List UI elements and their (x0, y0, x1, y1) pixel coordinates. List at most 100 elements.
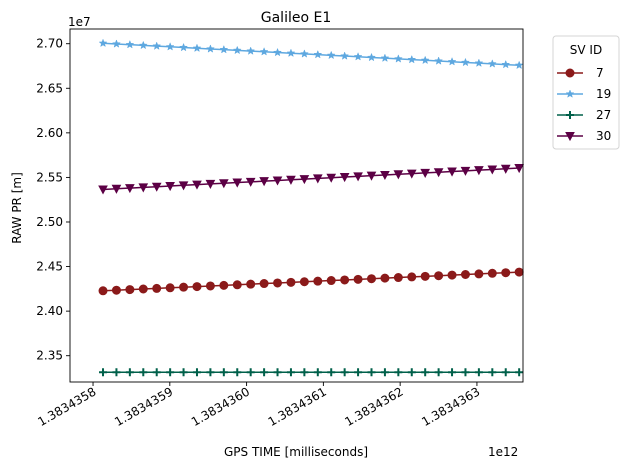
legend-marker (565, 68, 575, 78)
series-7 (98, 267, 524, 296)
series-19 (98, 38, 524, 70)
y-tick-label: 2.35 (36, 349, 63, 363)
legend-label: 7 (596, 66, 604, 80)
data-point (514, 164, 524, 174)
data-point (111, 285, 121, 295)
data-point (165, 283, 175, 293)
data-point (219, 44, 229, 54)
data-point (406, 169, 417, 179)
y-tick-label: 2.55 (36, 170, 63, 184)
data-point (286, 368, 295, 377)
data-point (474, 58, 484, 67)
data-point (461, 368, 470, 377)
data-point (232, 280, 242, 290)
data-point (515, 368, 524, 377)
data-point (367, 368, 376, 377)
data-point (151, 182, 162, 192)
data-point (205, 179, 216, 189)
data-point (273, 368, 282, 377)
data-point (474, 368, 483, 377)
data-point (327, 368, 336, 377)
legend-title: SV ID (570, 43, 602, 57)
data-point (112, 368, 121, 377)
data-point (272, 176, 283, 186)
data-point (219, 280, 229, 290)
data-point (125, 184, 135, 194)
plot-area (98, 38, 524, 377)
data-point (299, 49, 309, 58)
data-point (152, 368, 161, 377)
data-point (111, 184, 122, 194)
data-point (407, 54, 417, 64)
data-point (380, 273, 390, 283)
data-point (178, 181, 189, 191)
data-point (179, 42, 189, 52)
data-point (260, 368, 269, 377)
data-point (434, 368, 443, 377)
legend-entry: 30 (557, 129, 611, 143)
data-point (99, 368, 108, 377)
legend-marker (565, 89, 575, 98)
data-point (380, 368, 389, 377)
legend-marker (565, 132, 575, 142)
data-point (138, 183, 149, 193)
data-point (286, 277, 296, 287)
data-point (500, 164, 511, 174)
data-point (340, 275, 350, 285)
series-27 (99, 368, 524, 377)
data-point (326, 173, 337, 183)
data-point (205, 281, 215, 291)
data-point (339, 173, 350, 183)
data-point (460, 270, 470, 280)
data-point (460, 166, 471, 176)
data-point (246, 46, 256, 55)
data-point (514, 60, 524, 70)
legend: SV ID 7 19 27 30 (552, 35, 620, 150)
data-point (152, 283, 162, 293)
data-point (98, 286, 108, 296)
data-point (166, 368, 175, 377)
data-point (366, 171, 377, 181)
data-point (192, 180, 202, 190)
legend-entry: 27 (557, 108, 611, 122)
data-point (259, 279, 269, 289)
data-point (434, 56, 444, 65)
data-point (407, 368, 416, 377)
data-point (259, 47, 269, 56)
data-point (353, 172, 363, 182)
data-point (340, 51, 350, 60)
data-point (313, 49, 323, 59)
y-tick-label: 2.60 (36, 126, 63, 140)
data-point (312, 174, 323, 184)
data-point (340, 368, 349, 377)
plot-frame (69, 28, 524, 383)
data-point (259, 177, 269, 187)
data-point (326, 50, 336, 60)
series-30 (98, 164, 524, 195)
data-point (393, 273, 403, 283)
data-point (206, 368, 215, 377)
data-point (366, 274, 376, 284)
data-point (487, 165, 498, 175)
data-point (407, 272, 417, 282)
data-point (139, 368, 148, 377)
data-point (420, 168, 431, 178)
data-point (286, 48, 296, 58)
legend-label: 19 (596, 87, 611, 101)
data-point (299, 277, 309, 287)
data-point (233, 368, 242, 377)
data-point (246, 279, 256, 289)
data-point (393, 170, 404, 180)
data-point (125, 39, 135, 49)
data-point (192, 282, 202, 292)
y-axis: 2.35 2.40 2.45 2.50 2.55 2.60 2.65 2.70 (36, 37, 70, 363)
data-point (421, 368, 430, 377)
data-point (192, 368, 201, 377)
y-tick-label: 2.70 (36, 37, 63, 51)
data-point (380, 53, 390, 62)
data-point (380, 170, 390, 181)
data-point (165, 42, 175, 51)
data-point (125, 285, 135, 295)
data-point (98, 38, 108, 48)
